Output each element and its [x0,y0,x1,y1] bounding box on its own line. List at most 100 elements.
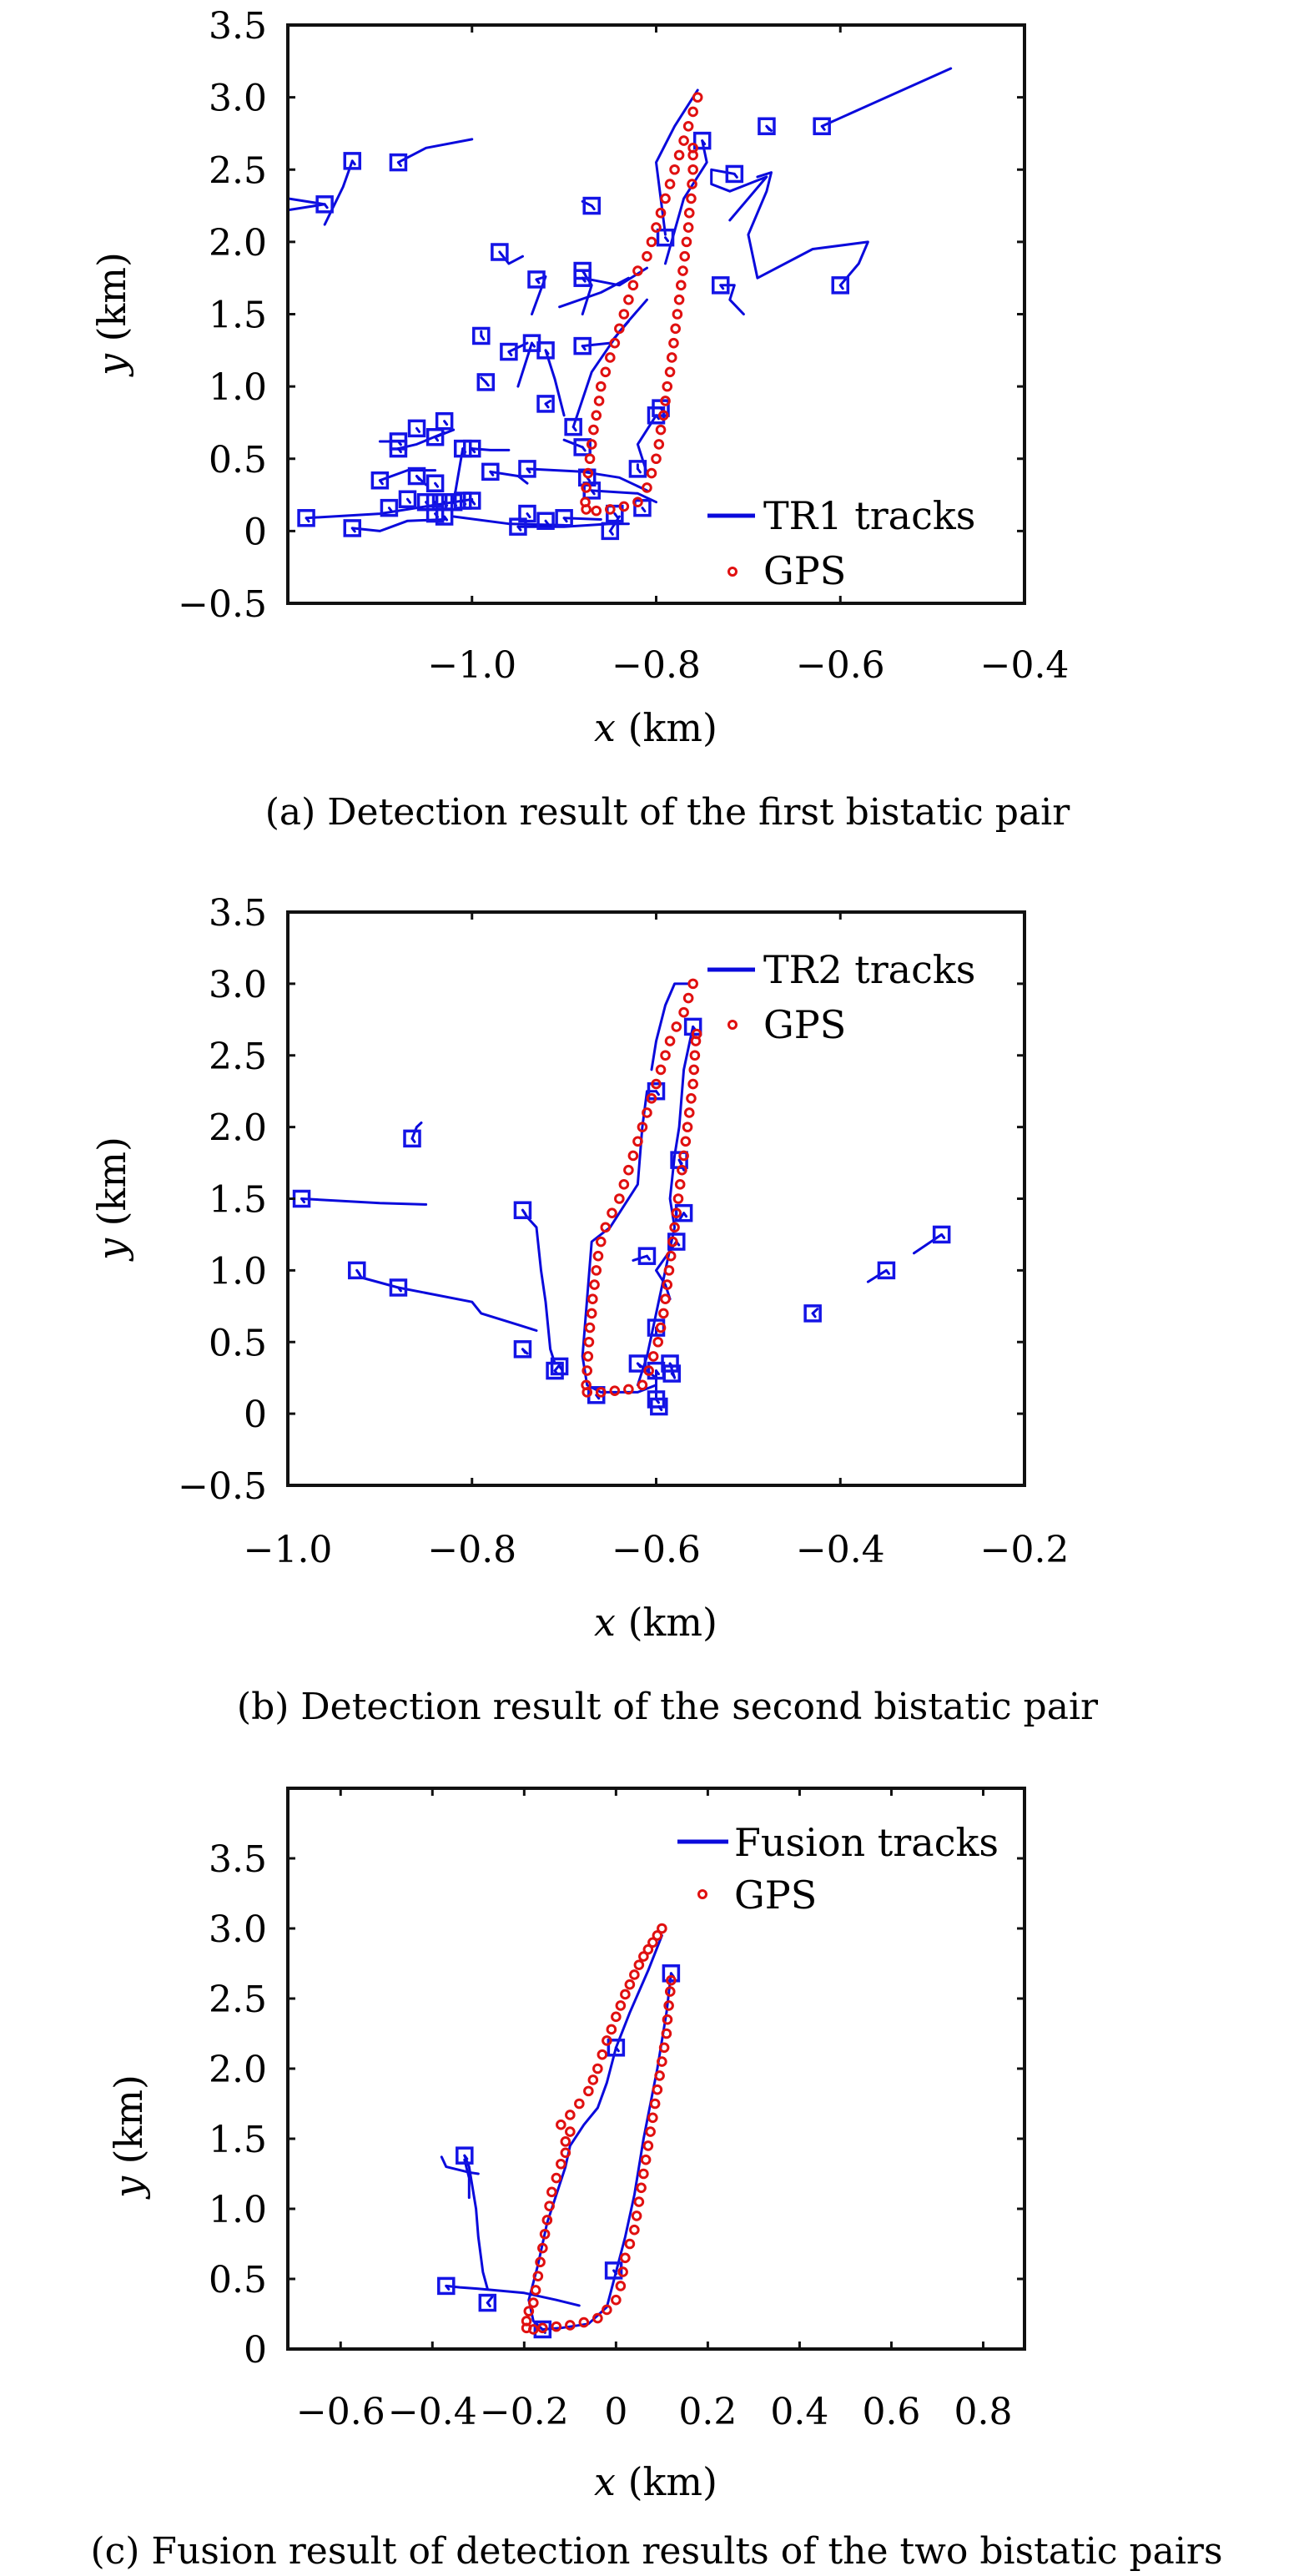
track-start-marker [416,492,435,512]
track-line [866,1268,888,1283]
panel-b: −0.500.51.01.52.02.53.03.5 −1.0 −0.8 −0.6−… [89,892,1099,1728]
track-line [463,2158,471,2200]
gps-point [615,2281,627,2291]
gps-point [565,2110,576,2120]
panel-a: −0.500.51.01.52.02.53.03.5 −1.0 −0.8 −0.6−… [89,5,1070,834]
track-start-tail [396,447,402,454]
gps-point [646,1092,657,1104]
gps-point [602,2304,612,2316]
track-start-tail [657,1405,663,1412]
gps-point [614,1193,625,1204]
gps-point [609,1385,621,1396]
track-start-marker [425,474,445,492]
track-start-tail [350,159,356,166]
track-line [445,2284,581,2307]
track-start-marker [725,164,744,184]
track-line [396,138,474,164]
track-start-tail [305,517,310,523]
track-line [355,1268,538,1332]
gps-point [683,1107,695,1118]
track-line [489,470,529,485]
gps-point [646,467,657,479]
gps-point [605,504,616,515]
gps-point [666,352,677,363]
gps-point [658,1308,669,1319]
track-line [581,270,593,315]
x-tick-label: −0.2 [980,1529,1070,1571]
track-start-tail [670,1372,676,1379]
gps-point [582,1351,594,1362]
gps-point [591,505,602,517]
gps-point [652,1930,663,1941]
track-start-marker [650,1397,668,1416]
track-line [434,428,456,439]
track-line [516,522,630,528]
track-start-tail [410,1137,416,1143]
gps-point [578,2316,590,2328]
gps-point [631,2211,642,2221]
track-start-tail [471,499,476,506]
gps-point [674,1179,686,1190]
gps-point [651,453,662,465]
legend-marker-gps-b [727,1020,738,1030]
track-start-marker [674,1203,693,1222]
track-start-marker [389,439,408,458]
x-tick-label: −1.0 [244,1529,333,1571]
gps-point [584,1322,596,1333]
track-start-tail [595,1394,601,1400]
xtick-labels-c: −0.6 −0.4 −0.2 0 0.2 0.4 0.6 0.8 [296,2391,1013,2433]
gps-point [583,1336,595,1348]
y-axis-label-c: y (km) [106,2074,151,2200]
y-tick-label: 1.5 [209,295,267,337]
track-start-marker [932,1225,951,1244]
gps-point [686,193,697,204]
gps-point [687,164,698,175]
gps-point [660,193,671,204]
gps-point [662,1279,673,1290]
gps-point [537,2322,548,2334]
track-start-tail [733,172,738,179]
gps-point [687,179,697,189]
gps-point [658,2042,670,2054]
gps-point [669,1222,680,1233]
track-start-marker [343,152,362,170]
x-tick-label: −0.4 [796,1529,885,1571]
legend-label-tracks-a: TR1 tracks [763,493,975,538]
ytick-labels-b: −0.5 0 0.5 1.0 1.5 2.0 2.5 3.0 3.5 [178,892,267,1508]
track-start-tail [480,334,486,340]
track-start-tail [581,446,587,452]
gps-point [587,1293,598,1305]
track-start-tail [544,402,550,409]
gps-point [551,2321,562,2332]
track-start-tail [581,345,587,351]
y-tick-label: 2.0 [209,2049,267,2091]
gps-point [623,1164,634,1176]
track-start-tail [590,489,596,496]
gps-point [589,1279,600,1290]
gps-point [676,280,687,291]
gps-point [655,424,667,436]
track-start-marker [536,395,555,413]
track-start-marker [656,228,675,247]
gps-point [565,2320,576,2331]
track-start-marker [491,243,509,261]
gps-point [624,2238,636,2250]
track-start-marker [527,270,546,289]
track-start-marker [478,2293,497,2312]
y-tick-label: 3.0 [209,964,267,1006]
gps-point [637,1379,648,1391]
gps-point [663,1265,675,1276]
track-start-marker [315,195,334,214]
gps-point [544,2200,555,2211]
x-tick-label: −1.0 [427,644,516,687]
gps-point [637,1122,648,1132]
y-tick-label: 3.0 [209,78,267,120]
track-line [471,447,511,451]
gps-point [629,1969,640,1980]
track-start-tail [613,512,619,519]
gps-point [668,337,679,349]
track-start-tail [526,512,531,519]
y-tick-label: 0 [244,511,267,553]
gps-point [687,142,698,154]
track-start-tail [323,203,329,209]
